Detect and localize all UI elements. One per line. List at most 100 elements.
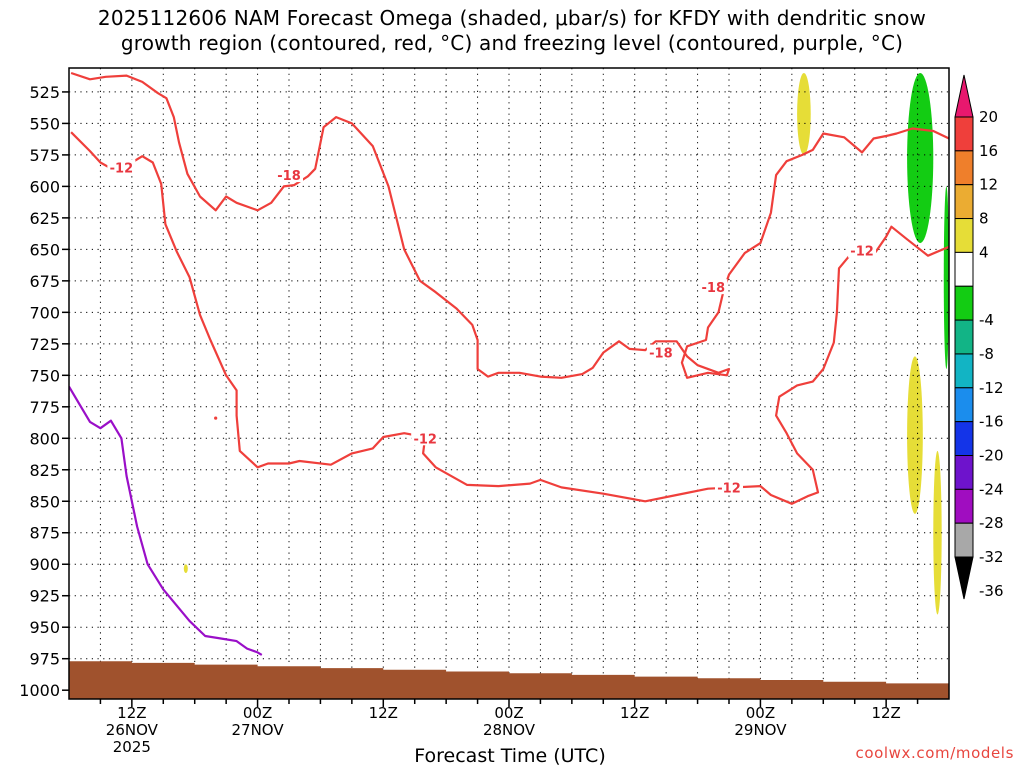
omega-shading: [183, 73, 949, 615]
y-tick-label-800: 800: [29, 429, 60, 448]
colorbar-segment-4: [954, 218, 974, 253]
colorbar: 20 16 12 8 4 -4 -8 -12 -16 -20 -24 -28 -32 -36: [954, 74, 1004, 600]
x-tick-year-0: 2025: [113, 738, 151, 756]
colorbar-label-6: -8: [979, 345, 994, 363]
contour-label-bg-1: [275, 167, 303, 183]
x-tick-label-5: 00Z: [746, 704, 775, 722]
colorbar-label-10: -24: [979, 480, 1004, 498]
contour-label-bg-2: [699, 279, 728, 295]
colorbar-label-9: -20: [979, 447, 1004, 465]
contour-label-1: -18: [277, 169, 301, 184]
contour-line-2: [69, 386, 263, 656]
contour-label-bg-6: [848, 242, 877, 258]
omega-shade-1: [907, 73, 934, 244]
colorbar-segment-2: [954, 150, 974, 186]
x-tick-label-1: 00Z: [243, 704, 272, 722]
y-tick-label-725: 725: [29, 335, 60, 354]
contour-dot: [214, 416, 218, 420]
omega-shade-2: [943, 186, 949, 369]
y-tick-label-875: 875: [29, 524, 60, 543]
x-tick-label-6: 12Z: [871, 704, 900, 722]
y-tick-label-750: 750: [29, 366, 60, 385]
colorbar-segment-6: [954, 285, 974, 321]
y-tick-label-650: 650: [29, 240, 60, 259]
contour-label-bg-4: [411, 430, 440, 446]
contour-line-0: [70, 71, 949, 379]
colorbar-top-arrow: [954, 74, 974, 118]
colorbar-segment-7: [954, 319, 974, 355]
y-tick-label-975: 975: [29, 650, 60, 669]
colorbar-label-1: 16: [979, 142, 998, 160]
colorbar-label-7: -12: [979, 379, 1004, 397]
colorbar-label-11: -28: [979, 514, 1004, 532]
grid-lines: [69, 68, 949, 699]
y-tick-label-600: 600: [29, 177, 60, 196]
omega-shade-3: [907, 356, 923, 514]
contour-line-1: [70, 131, 949, 505]
y-tick-label-550: 550: [29, 114, 60, 133]
site-credit[interactable]: coolwx.com/models: [855, 744, 1014, 762]
contour-labels: -12 -18 -18 -18 -12 -12 -12: [107, 159, 877, 496]
contour-label-3: -18: [649, 347, 673, 362]
y-tick-label-850: 850: [29, 492, 60, 511]
x-tick-date-0: 26NOV: [106, 721, 159, 739]
colorbar-segment-1: [954, 116, 974, 152]
y-tick-label-1000: 1000: [19, 681, 60, 700]
y-tick-label-675: 675: [29, 272, 60, 291]
x-tick-label-4: 12Z: [620, 704, 649, 722]
colorbar-segment-13: [954, 522, 974, 558]
colorbar-label-5: -4: [979, 311, 994, 329]
contour-label-6: -12: [850, 245, 874, 260]
y-tick-label-900: 900: [29, 555, 60, 574]
x-tick-label-0: 12Z: [117, 704, 146, 722]
colorbar-segment-12: [954, 488, 974, 524]
x-tick-date-3: 28NOV: [483, 721, 536, 739]
y-tick-label-625: 625: [29, 209, 60, 228]
contour-label-5: -12: [717, 481, 741, 496]
colorbar-segment-5: [954, 251, 974, 287]
contour-label-0: -12: [110, 161, 134, 176]
colorbar-segment-11: [954, 455, 974, 490]
colorbar-segment-3: [954, 184, 974, 220]
y-tick-label-775: 775: [29, 398, 60, 417]
chart-title-line-2: growth region (contoured, red, °C) and f…: [120, 31, 904, 55]
colorbar-label-0: 20: [979, 108, 998, 126]
y-tick-label-825: 825: [29, 461, 60, 480]
contour-label-bg-0: [107, 159, 136, 175]
colorbar-label-2: 12: [979, 176, 998, 194]
y-tick-label-925: 925: [29, 587, 60, 606]
chart-title-line-1: 2025112606 NAM Forecast Omega (shaded, μ…: [97, 6, 927, 30]
x-tick-date-5: 29NOV: [734, 721, 787, 739]
contour-label-bg-5: [715, 479, 743, 495]
y-axis: 525 550 575 600 625 650 675 700 725 750 775 800 825 8…: [19, 83, 69, 700]
chart-title: 2025112606 NAM Forecast Omega (shaded, μ…: [0, 6, 1024, 56]
colorbar-label-12: -32: [979, 548, 1004, 566]
colorbar-label-8: -16: [979, 413, 1004, 431]
terrain-fill: [69, 661, 949, 699]
colorbar-segment-10: [954, 421, 974, 456]
x-axis-label: Forecast Time (UTC): [414, 745, 606, 767]
contour-label-4: -12: [413, 432, 437, 447]
y-tick-label-950: 950: [29, 618, 60, 637]
contour-label-bg-3: [646, 344, 675, 360]
omega-shade-5: [183, 564, 188, 574]
omega-shade-4: [933, 450, 942, 615]
contours: [69, 71, 949, 656]
colorbar-bottom-arrow: [954, 556, 974, 600]
colorbar-segment-9: [954, 387, 974, 423]
omega-shade-0: [797, 73, 811, 155]
colorbar-label-13: -36: [979, 582, 1004, 600]
colorbar-label-4: 4: [979, 243, 989, 261]
colorbar-segment-8: [954, 353, 974, 389]
contour-label-2: -18: [702, 281, 726, 296]
terrain: [69, 661, 949, 699]
x-tick-label-3: 00Z: [494, 704, 523, 722]
y-tick-label-525: 525: [29, 83, 60, 102]
colorbar-label-3: 8: [979, 210, 989, 228]
y-tick-label-575: 575: [29, 146, 60, 165]
x-tick-label-2: 12Z: [369, 704, 398, 722]
x-tick-date-1: 27NOV: [232, 721, 285, 739]
y-tick-label-700: 700: [29, 303, 60, 322]
